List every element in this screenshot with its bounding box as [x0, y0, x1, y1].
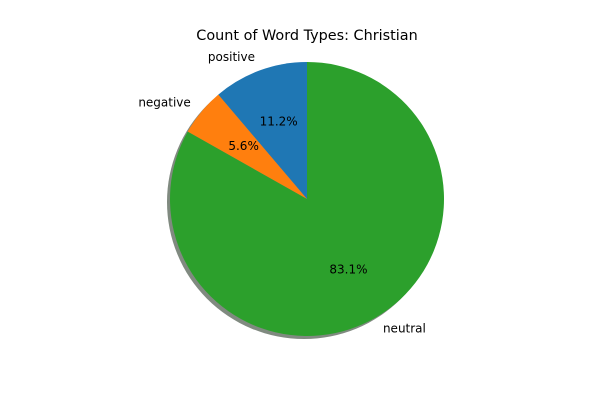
- chart-title: Count of Word Types: Christian: [196, 28, 417, 44]
- pie-slices: [169, 62, 444, 336]
- pie-slice-positive: [218, 62, 307, 199]
- pct-label-neutral: 83.1%: [329, 262, 367, 276]
- pie-labels: positive 11.2% negative 5.6% neutral 83.1%: [138, 50, 426, 336]
- pie-slice-neutral: [169, 62, 444, 336]
- pct-label-positive: 11.2%: [260, 114, 298, 128]
- slice-label-negative: negative: [138, 96, 190, 110]
- slice-label-positive: positive: [208, 50, 255, 64]
- pie-slice-negative: [187, 94, 307, 199]
- pct-label-negative: 5.6%: [228, 139, 259, 153]
- slice-label-neutral: neutral: [383, 322, 426, 336]
